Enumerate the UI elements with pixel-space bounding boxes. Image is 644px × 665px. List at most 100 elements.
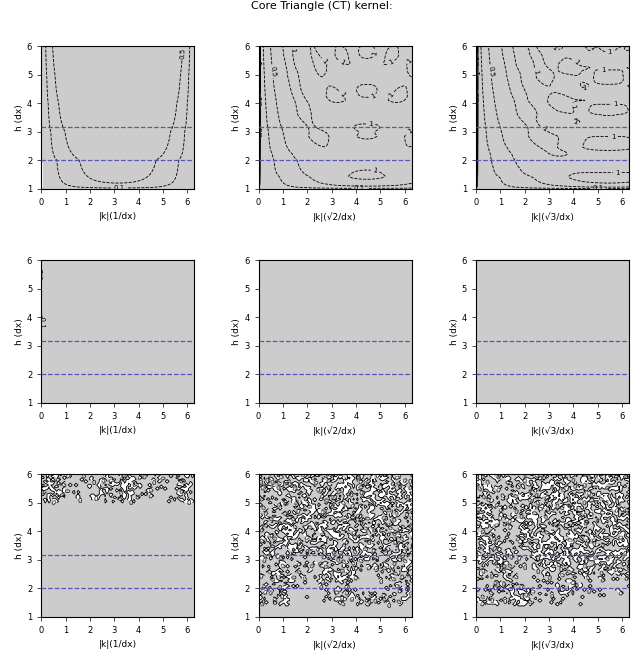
Y-axis label: h (dx): h (dx) [232, 318, 242, 345]
Text: 0: 0 [62, 488, 68, 493]
Text: 0.5: 0.5 [269, 66, 276, 77]
Text: Core Triangle (CT) kernel:: Core Triangle (CT) kernel: [251, 1, 393, 11]
Y-axis label: h (dx): h (dx) [232, 104, 242, 131]
Text: 0: 0 [339, 596, 344, 602]
Text: 0: 0 [146, 492, 153, 499]
Text: 0: 0 [524, 592, 529, 598]
Text: 0: 0 [348, 491, 355, 499]
Text: 0: 0 [394, 480, 401, 486]
Text: 0: 0 [481, 569, 486, 575]
Text: 0: 0 [406, 590, 413, 597]
Text: 0: 0 [278, 473, 285, 479]
Text: 0: 0 [93, 496, 98, 503]
Text: 0: 0 [124, 471, 129, 478]
Text: 0: 0 [582, 563, 587, 570]
Text: 0: 0 [394, 583, 402, 590]
Text: 1: 1 [372, 168, 378, 174]
Text: 0: 0 [492, 522, 498, 527]
Text: 0: 0 [567, 579, 574, 586]
Text: 0: 0 [583, 537, 590, 544]
Text: 1: 1 [569, 104, 576, 109]
Text: 0: 0 [276, 572, 283, 579]
Text: 1: 1 [582, 84, 587, 91]
Text: 0: 0 [391, 539, 397, 546]
Text: 0: 0 [587, 473, 594, 479]
Text: -0.1: -0.1 [473, 268, 479, 281]
Text: 0: 0 [598, 577, 605, 585]
Text: 0: 0 [261, 590, 267, 597]
Text: 0: 0 [286, 481, 293, 488]
Text: 0: 0 [517, 585, 524, 591]
Text: 0: 0 [392, 561, 397, 568]
Text: 0: 0 [294, 509, 301, 515]
Text: 0: 0 [604, 555, 611, 563]
Text: 0: 0 [515, 555, 522, 563]
Text: 0: 0 [282, 510, 289, 517]
Text: 0: 0 [508, 554, 514, 561]
Text: 0: 0 [386, 525, 394, 532]
Text: 0: 0 [400, 523, 408, 530]
Text: 0: 0 [343, 590, 348, 597]
Text: 1: 1 [571, 119, 578, 126]
Text: 0: 0 [383, 547, 390, 553]
Text: 0: 0 [133, 494, 140, 501]
Text: 0: 0 [591, 555, 598, 560]
Text: 0: 0 [100, 478, 106, 485]
Text: 0: 0 [292, 499, 299, 507]
Text: 0: 0 [274, 501, 281, 509]
Text: 0: 0 [340, 499, 348, 507]
Text: 0: 0 [500, 581, 506, 588]
Text: 0: 0 [292, 523, 299, 530]
Text: 1: 1 [338, 59, 345, 66]
Text: 0: 0 [279, 594, 284, 600]
Text: 0: 0 [348, 529, 356, 535]
Text: 0: 0 [140, 473, 147, 481]
Text: 0: 0 [549, 594, 554, 600]
Text: 1: 1 [589, 44, 596, 51]
Y-axis label: h (dx): h (dx) [450, 318, 459, 345]
Text: 0: 0 [323, 471, 330, 478]
Text: 0: 0 [585, 575, 592, 582]
Text: 0: 0 [289, 549, 294, 554]
Text: 0.1: 0.1 [592, 186, 603, 192]
Text: 0: 0 [308, 524, 314, 529]
Text: 0: 0 [488, 530, 495, 537]
Text: 0: 0 [506, 518, 512, 525]
Text: 0: 0 [316, 487, 321, 494]
Text: 0: 0 [324, 477, 331, 485]
Text: 0.1: 0.1 [113, 185, 124, 191]
Text: 1: 1 [338, 91, 346, 98]
Text: 0: 0 [290, 485, 297, 492]
Text: 0: 0 [406, 514, 414, 521]
Text: 0: 0 [379, 579, 383, 585]
Text: 1: 1 [540, 125, 547, 133]
Text: 0: 0 [499, 521, 507, 529]
Text: 0: 0 [624, 507, 631, 514]
Text: 0: 0 [400, 477, 408, 485]
Text: 0: 0 [392, 570, 400, 577]
X-axis label: |k|(√3/dx): |k|(√3/dx) [531, 640, 574, 650]
Text: 0: 0 [526, 598, 534, 606]
Text: 0: 0 [545, 506, 551, 513]
Text: 0: 0 [258, 480, 263, 486]
Text: 0: 0 [319, 554, 327, 561]
Text: 0: 0 [486, 497, 493, 504]
Text: 0: 0 [311, 479, 319, 487]
Text: 0: 0 [366, 515, 372, 520]
Text: 0: 0 [494, 585, 500, 591]
Text: 1: 1 [371, 51, 378, 57]
Text: -0.1: -0.1 [38, 315, 44, 329]
Text: 0: 0 [396, 553, 404, 561]
Text: 0: 0 [372, 598, 377, 605]
Text: 0: 0 [531, 588, 538, 595]
Text: 0: 0 [106, 477, 113, 483]
Text: 0: 0 [314, 547, 319, 553]
Text: 0: 0 [324, 497, 330, 502]
Text: 0: 0 [391, 517, 397, 524]
Text: 0: 0 [542, 571, 548, 576]
X-axis label: |k|(1/dx): |k|(1/dx) [99, 426, 137, 436]
Text: 0: 0 [331, 494, 337, 501]
Text: 0: 0 [616, 590, 623, 597]
Text: 0: 0 [476, 485, 484, 492]
Text: 0: 0 [560, 572, 567, 579]
